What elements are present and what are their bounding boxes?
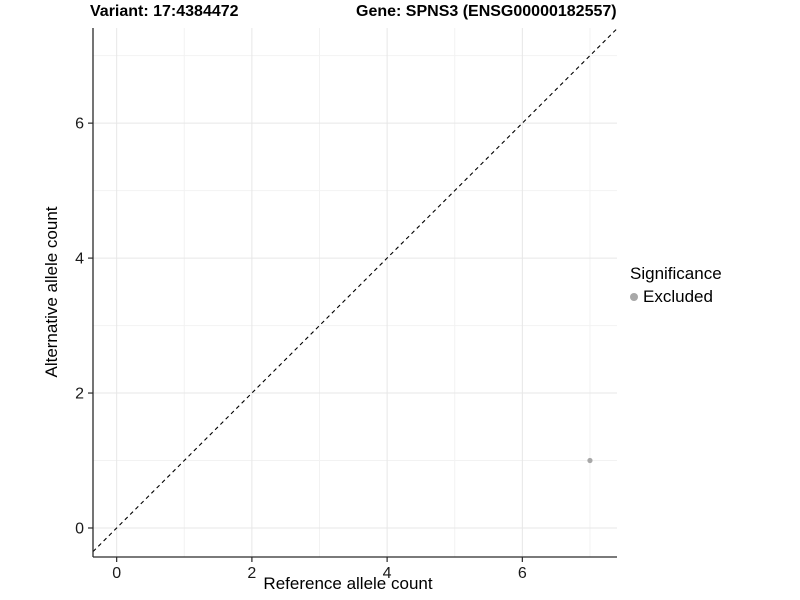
x-tick-label: 6	[518, 565, 527, 582]
plot-title-variant: Variant: 17:4384472	[90, 3, 239, 20]
x-axis-title: Reference allele count	[263, 574, 433, 593]
legend-title: Significance	[630, 264, 722, 283]
y-tick-label: 6	[75, 116, 84, 133]
legend-item-label: Excluded	[643, 287, 713, 306]
y-tick-label: 2	[75, 386, 84, 403]
x-tick-label: 2	[247, 565, 256, 582]
plot-title-gene: Gene: SPNS3 (ENSG00000182557)	[356, 3, 617, 20]
legend-item-excluded: Excluded	[630, 287, 722, 307]
data-point	[587, 457, 593, 464]
legend: Significance Excluded	[630, 264, 722, 307]
x-tick-label: 4	[383, 565, 392, 582]
y-tick-label: 4	[75, 251, 84, 268]
legend-point-icon	[630, 293, 638, 301]
y-tick-label: 0	[75, 520, 84, 537]
identity-line	[92, 28, 618, 552]
x-tick-label: 0	[112, 565, 121, 582]
